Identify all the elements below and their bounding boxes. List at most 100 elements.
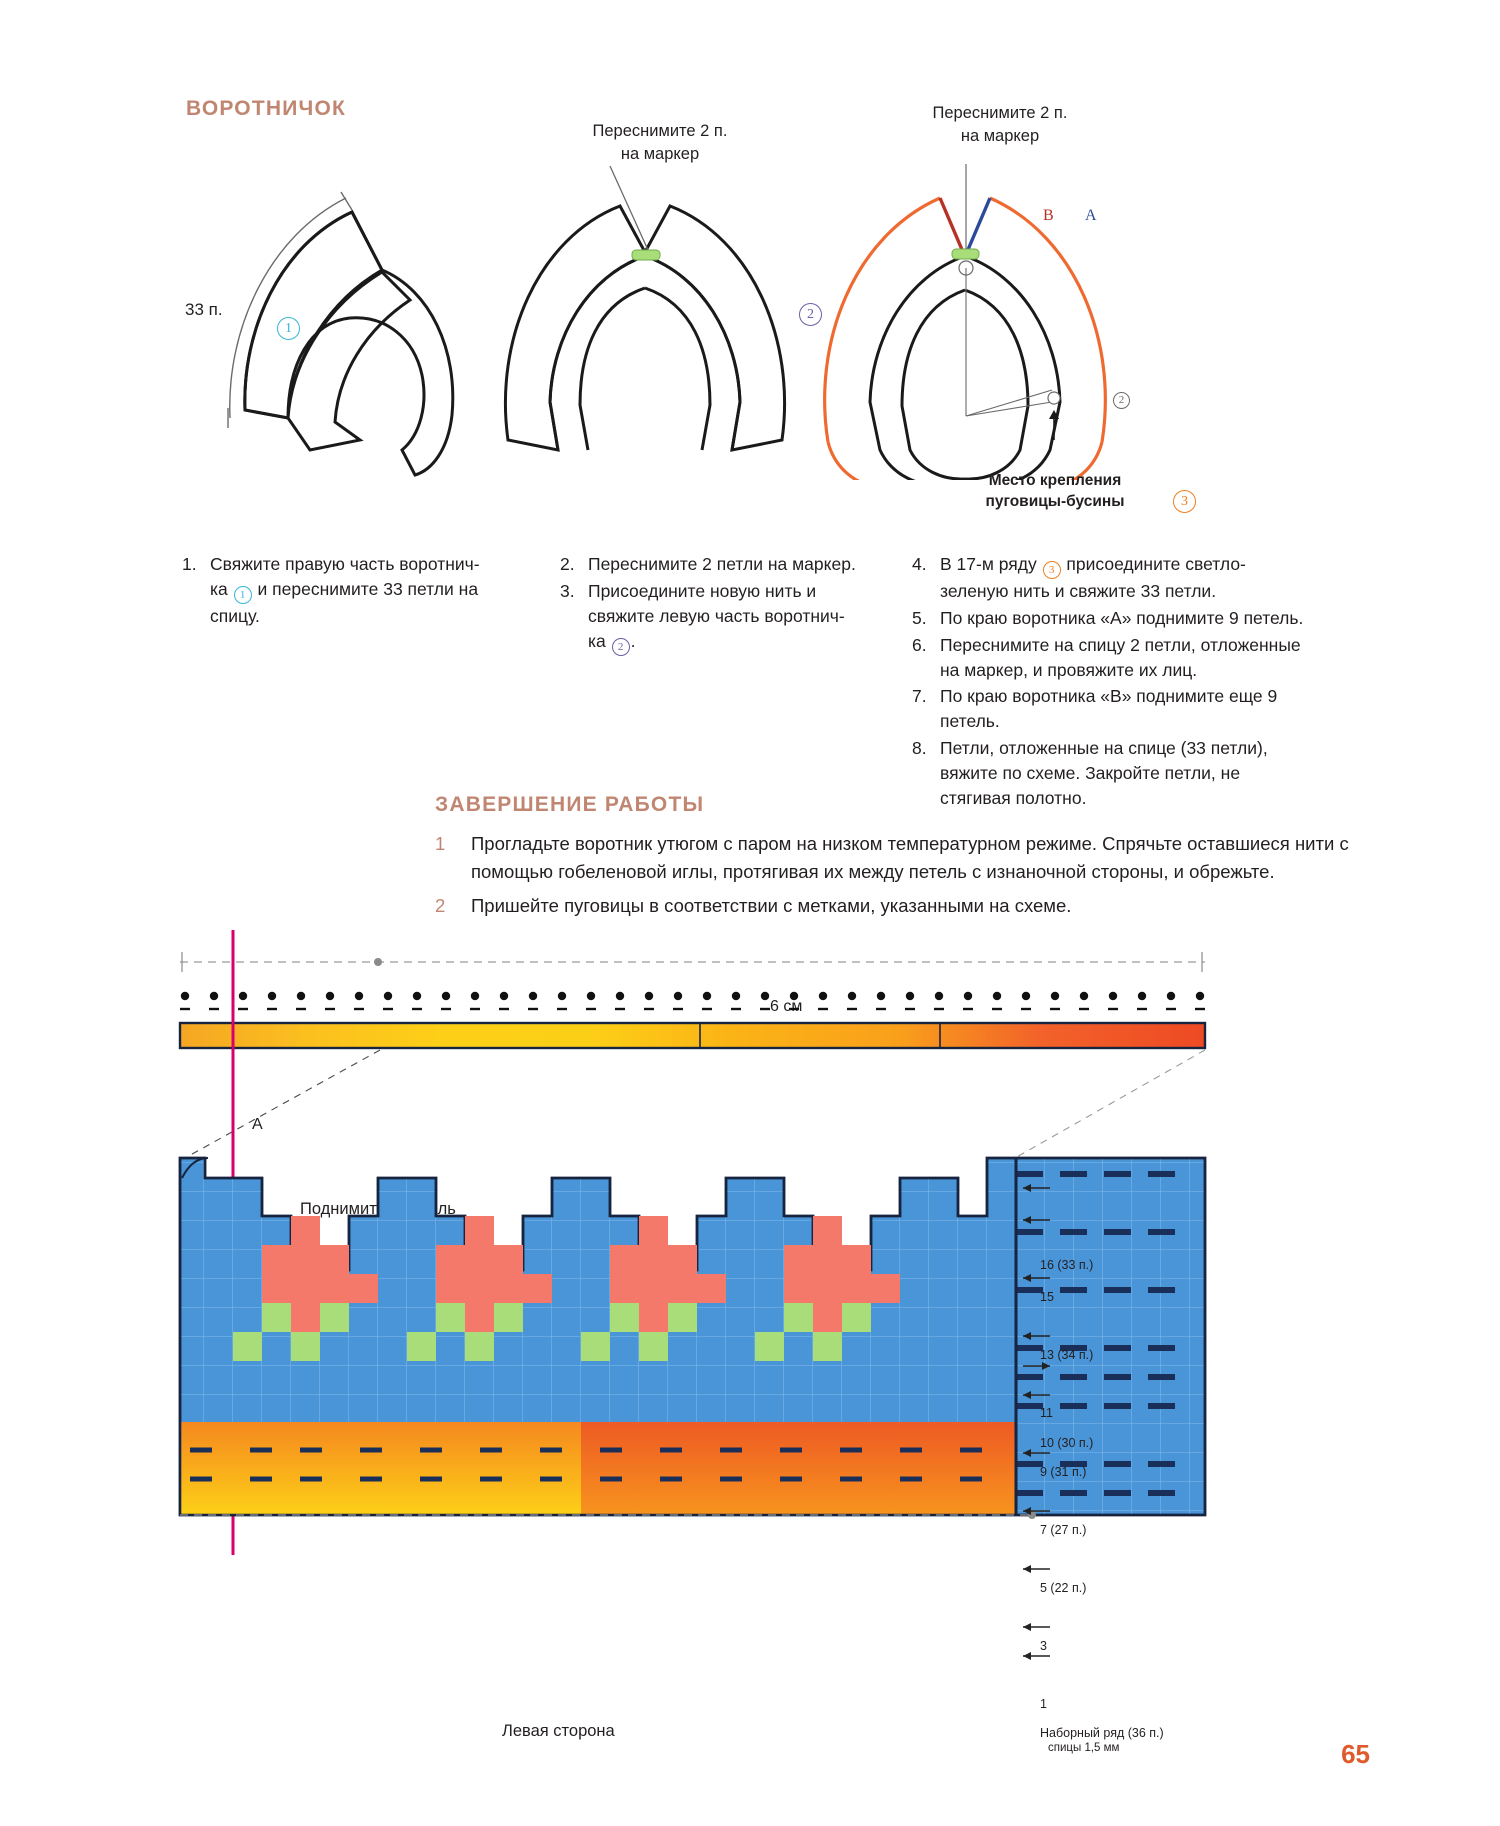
pickup-dot (1108, 991, 1118, 1001)
row-arrow-head (1023, 1565, 1031, 1573)
pickup-dot (354, 991, 364, 1001)
list-item: 4. В 17-м ряду 3 присоедините светло-зел… (912, 552, 1312, 604)
row-arrow-head (1023, 1332, 1031, 1340)
row-label: 10 (30 п.) (1040, 1436, 1094, 1450)
pickup-dot (325, 991, 335, 1001)
pickup-dot (557, 991, 567, 1001)
row-label: 3 (1040, 1639, 1047, 1653)
list-number: 5. (912, 607, 927, 628)
list-text: Свяжите правую часть воротнич-ка 1 и пер… (210, 554, 480, 626)
chart-edge-label-a: A (252, 1116, 263, 1133)
accent-cell (407, 1332, 436, 1361)
pickup-dot (1079, 991, 1089, 1001)
row-label: 1 (1040, 1697, 1047, 1711)
pickup-dot (789, 991, 799, 1001)
list-number: 8. (912, 738, 927, 759)
pickup-dot (383, 991, 393, 1001)
chart-bottom-band (755, 1422, 842, 1515)
list-item: 1. Свяжите правую часть воротнич-ка 1 и … (182, 552, 482, 629)
page-title-collar: ВОРОТНИЧОК (186, 97, 347, 120)
list-item: 6. Переснимите на спицу 2 петли, отложен… (912, 633, 1312, 683)
pickup-dot (731, 991, 741, 1001)
list-text: В 17-м ряду 3 присоедините светло-зелену… (940, 554, 1246, 601)
row-label: 15 (1040, 1290, 1054, 1304)
collar-diagram-1 (170, 150, 490, 480)
list-item: 1 Прогладьте воротник утюгом с паром на … (435, 830, 1355, 886)
badge-inline-2: 2 (611, 637, 630, 656)
chart-cells (178, 1156, 1207, 1517)
pickup-dot (992, 991, 1002, 1001)
list-number: 1. (182, 554, 197, 574)
page-title-finishing: ЗАВЕРШЕНИЕ РАБОТЫ (435, 793, 705, 816)
pickup-dot (702, 991, 712, 1001)
accent-cell (233, 1332, 262, 1361)
row-label: 5 (22 п.) (1040, 1581, 1087, 1595)
list-item: 7. По краю воротника «В» поднимите еще 9… (912, 684, 1312, 734)
pickup-dot (412, 991, 422, 1001)
list-text: Переснимите на спицу 2 петли, отложенные… (940, 634, 1301, 680)
pickup-dot (905, 991, 915, 1001)
accent-cell (465, 1332, 494, 1361)
pickup-dot (586, 991, 596, 1001)
row-arrow-head (1023, 1184, 1031, 1192)
list-item: 3. Присоедините новую нить и свяжите лев… (560, 579, 860, 656)
collar-diagram-2 (480, 150, 810, 480)
row-label: 11 (1040, 1406, 1053, 1420)
accent-cell (668, 1303, 697, 1332)
pickup-dot (615, 991, 625, 1001)
badge-inline-1: 1 (233, 585, 252, 604)
row-arrow-head (1023, 1391, 1031, 1399)
accent-cell (813, 1332, 842, 1361)
callout-marker-2-stitches-right: Переснимите 2 п. на маркер (932, 104, 1068, 145)
accent-cell (436, 1303, 465, 1332)
accent-cell (842, 1303, 871, 1332)
list-item: 2 Пришейте пуговицы в соответствии с мет… (435, 892, 1355, 920)
row-arrow-head (1023, 1216, 1031, 1224)
badge-small-2-diagram-3: 2 (1113, 392, 1130, 409)
page-number: 65 (1341, 1739, 1370, 1769)
chart-bottom-band (407, 1422, 494, 1515)
list-number: 2. (560, 554, 575, 574)
pickup-dot (644, 991, 654, 1001)
list-number: 4. (912, 554, 927, 574)
instructions-column-2: 2. Переснимите 2 петли на маркер. 3. При… (560, 552, 860, 658)
list-text: Присоедините новую нить и свяжите левую … (588, 579, 860, 656)
list-text: Пришейте пуговицы в соответствии с метка… (471, 895, 1072, 917)
row-label: 9 (31 п.) (1040, 1465, 1087, 1479)
list-item: 5. По краю воротника «А» поднимите 9 пет… (912, 606, 1312, 631)
list-item: 2. Переснимите 2 петли на маркер. (560, 552, 860, 577)
pickup-dot (296, 991, 306, 1001)
list-text: По краю воротника «А» поднимите 9 петель… (940, 607, 1304, 628)
accent-cell (494, 1303, 523, 1332)
badge-part-1: 1 (277, 317, 300, 340)
list-number: 2 (435, 895, 446, 917)
motif-cell (784, 1274, 900, 1303)
row-label: 13 (34 п.) (1040, 1348, 1094, 1362)
row-label: 16 (33 п.) (1040, 1258, 1094, 1272)
chart-bottom-band (320, 1422, 407, 1515)
knitting-chart (178, 930, 1207, 1660)
callout-marker-2-stitches-left: Переснимите 2 п. на маркер (592, 122, 728, 163)
motif-cell (262, 1274, 378, 1303)
accent-cell (784, 1303, 813, 1332)
motif-cell (610, 1274, 726, 1303)
collar-diagram-3 (800, 150, 1130, 488)
dimension-33-stitches: 33 п. (185, 300, 223, 319)
row-label: 7 (27 п.) (1040, 1523, 1087, 1537)
pickup-dot (209, 991, 219, 1001)
accent-cell (262, 1303, 291, 1332)
pickup-dot (1166, 991, 1176, 1001)
chart-bottom-band (494, 1422, 581, 1515)
accent-cell (610, 1303, 639, 1332)
row-arrow-head (1023, 1623, 1031, 1631)
chart-bottom-label: Левая сторона (502, 1722, 615, 1740)
list-item: 8. Петли, отложенные на спице (33 петли)… (912, 736, 1312, 811)
pickup-dot (528, 991, 538, 1001)
accent-cell (755, 1332, 784, 1361)
list-text: Петли, отложенные на спице (33 петли), в… (940, 738, 1268, 808)
list-text: Переснимите 2 петли на маркер. (588, 554, 856, 574)
accent-cell (320, 1303, 349, 1332)
callout-button-attachment: Место крепления пуговицы-бусины (985, 472, 1125, 511)
list-text: Прогладьте воротник утюгом с паром на ни… (471, 833, 1349, 883)
pickup-dot (1195, 991, 1205, 1001)
